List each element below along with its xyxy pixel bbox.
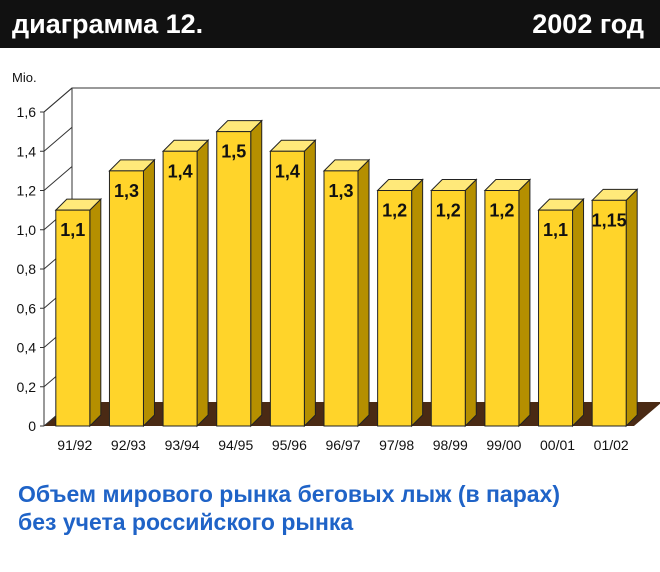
y-tick-label: 1,4 xyxy=(17,143,37,159)
bar-value-label: 1,3 xyxy=(328,181,353,201)
bar-01/02: 1,15 xyxy=(590,188,639,428)
x-tick-label: 96/97 xyxy=(325,437,360,453)
bar-side xyxy=(196,139,209,428)
bar-side xyxy=(625,188,638,428)
y-axis-unit: Mio. xyxy=(12,70,37,85)
bar-96/97: 1,3 xyxy=(322,158,371,428)
bar-94/95: 1,5 xyxy=(215,119,263,428)
x-tick-label: 99/00 xyxy=(486,437,521,453)
bar-front xyxy=(55,209,91,427)
x-tick-label: 91/92 xyxy=(57,437,92,453)
chart-caption: Объем мирового рынка беговых лыж (в пара… xyxy=(18,480,560,536)
y-tick-label: 0,2 xyxy=(17,379,37,395)
bar-91/92: 1,1 xyxy=(54,197,103,428)
bars-group: 1,1 1,3 1,4 1,5 1,4 1,3 1,2 1,2 1,2 1,1 1,15 xyxy=(54,119,639,428)
bar-92/93: 1,3 xyxy=(108,158,156,428)
bar-side xyxy=(250,119,263,428)
diagram-number: диаграмма 12. xyxy=(12,9,204,39)
bar-value-label: 1,4 xyxy=(275,161,300,181)
year-label: 2002 год xyxy=(532,9,644,39)
x-tick-label: 97/98 xyxy=(379,437,414,453)
bar-side xyxy=(572,197,585,428)
bar-side xyxy=(464,178,477,428)
tick-diagonal xyxy=(43,87,73,113)
bar-93/94: 1,4 xyxy=(161,139,210,428)
bar-front xyxy=(162,150,198,427)
y-tick-label: 1,0 xyxy=(17,222,37,238)
x-tick-label: 92/93 xyxy=(111,437,146,453)
bar-side xyxy=(357,158,370,428)
x-tick-label: 00/01 xyxy=(540,437,575,453)
bar-value-label: 1,1 xyxy=(543,220,568,240)
tick-diagonal xyxy=(43,126,73,152)
y-tick-label: 1,6 xyxy=(17,104,37,120)
x-tick-label: 95/96 xyxy=(272,437,307,453)
bar-value-label: 1,4 xyxy=(168,161,193,181)
tick-diagonal xyxy=(43,166,73,191)
bar-value-label: 1,2 xyxy=(489,201,514,221)
bar-front xyxy=(591,199,627,427)
x-tick-label: 98/99 xyxy=(433,437,468,453)
x-axis-labels: 91/92 92/93 93/94 94/95 95/96 96/97 97/98 98/99… xyxy=(57,437,629,453)
bar-front xyxy=(323,170,359,427)
bar-front xyxy=(108,170,144,427)
bar-99/00: 1,2 xyxy=(483,178,532,428)
bar-front xyxy=(269,150,305,427)
bar-side xyxy=(411,178,424,428)
y-tick-label: 1,2 xyxy=(17,183,37,199)
bar-95/96: 1,4 xyxy=(269,139,317,428)
bar-front xyxy=(484,190,520,427)
x-tick-label: 01/02 xyxy=(594,437,629,453)
y-tick-label: 0 xyxy=(28,418,36,434)
bar-value-label: 1,3 xyxy=(114,181,139,201)
bar-98/99: 1,2 xyxy=(430,178,478,428)
header-bar: диаграмма 12. 2002 год xyxy=(0,0,660,48)
bar-front xyxy=(538,209,574,427)
y-tick-label: 0,6 xyxy=(17,300,37,316)
bar-side xyxy=(142,158,155,428)
y-tick-label: 0,8 xyxy=(17,261,37,277)
bar-front xyxy=(377,190,413,427)
bar-front xyxy=(216,131,252,427)
bar-value-label: 1,5 xyxy=(221,142,246,162)
bar-00/01: 1,1 xyxy=(537,197,585,428)
bar-value-label: 1,1 xyxy=(60,220,85,240)
bar-side xyxy=(303,139,316,428)
bar-value-label: 1,2 xyxy=(436,201,461,221)
bar-side xyxy=(518,178,531,428)
caption-line-1: Объем мирового рынка беговых лыж (в пара… xyxy=(18,481,560,507)
x-tick-label: 94/95 xyxy=(218,437,253,453)
bar-97/98: 1,2 xyxy=(376,178,424,428)
bar-front xyxy=(430,190,466,427)
bar-value-label: 1,15 xyxy=(592,210,627,230)
bar-side xyxy=(89,197,102,428)
y-tick-label: 0,4 xyxy=(17,340,37,356)
x-tick-label: 93/94 xyxy=(165,437,200,453)
caption-line-2: без учета российского рынка xyxy=(18,509,354,535)
bar-value-label: 1,2 xyxy=(382,201,407,221)
